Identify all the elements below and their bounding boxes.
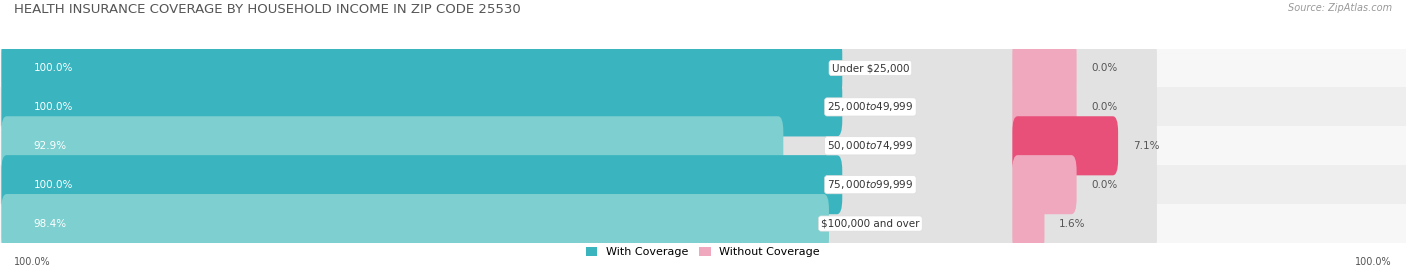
Bar [0,49,1406,87]
Text: 98.4%: 98.4% [34,218,66,229]
FancyBboxPatch shape [1012,77,1077,136]
Text: 100.0%: 100.0% [1355,257,1392,267]
FancyBboxPatch shape [1,155,842,214]
FancyBboxPatch shape [1,77,842,136]
FancyBboxPatch shape [1012,39,1077,97]
Text: 92.9%: 92.9% [34,141,66,151]
Text: 0.0%: 0.0% [1091,180,1118,190]
FancyBboxPatch shape [1,39,842,97]
Text: HEALTH INSURANCE COVERAGE BY HOUSEHOLD INCOME IN ZIP CODE 25530: HEALTH INSURANCE COVERAGE BY HOUSEHOLD I… [14,3,520,16]
Text: 100.0%: 100.0% [34,102,73,112]
Text: 7.1%: 7.1% [1133,141,1160,151]
Text: $25,000 to $49,999: $25,000 to $49,999 [827,100,914,113]
Text: Source: ZipAtlas.com: Source: ZipAtlas.com [1288,3,1392,13]
Text: 100.0%: 100.0% [14,257,51,267]
Text: 0.0%: 0.0% [1091,63,1118,73]
Text: $75,000 to $99,999: $75,000 to $99,999 [827,178,914,191]
Bar [0,165,1406,204]
FancyBboxPatch shape [1,194,1157,253]
FancyBboxPatch shape [1012,116,1118,175]
FancyBboxPatch shape [1,155,1157,214]
Text: 0.0%: 0.0% [1091,102,1118,112]
Bar [0,126,1406,165]
Legend: With Coverage, Without Coverage: With Coverage, Without Coverage [582,243,824,262]
FancyBboxPatch shape [1012,155,1077,214]
Bar [0,204,1406,243]
FancyBboxPatch shape [1012,194,1045,253]
Text: 100.0%: 100.0% [34,180,73,190]
Text: 1.6%: 1.6% [1059,218,1085,229]
FancyBboxPatch shape [1,116,783,175]
FancyBboxPatch shape [1,77,1157,136]
FancyBboxPatch shape [1,116,1157,175]
Text: $100,000 and over: $100,000 and over [821,218,920,229]
FancyBboxPatch shape [1,194,830,253]
Text: Under $25,000: Under $25,000 [831,63,910,73]
Text: 100.0%: 100.0% [34,63,73,73]
Text: $50,000 to $74,999: $50,000 to $74,999 [827,139,914,152]
Bar [0,87,1406,126]
FancyBboxPatch shape [1,39,1157,97]
